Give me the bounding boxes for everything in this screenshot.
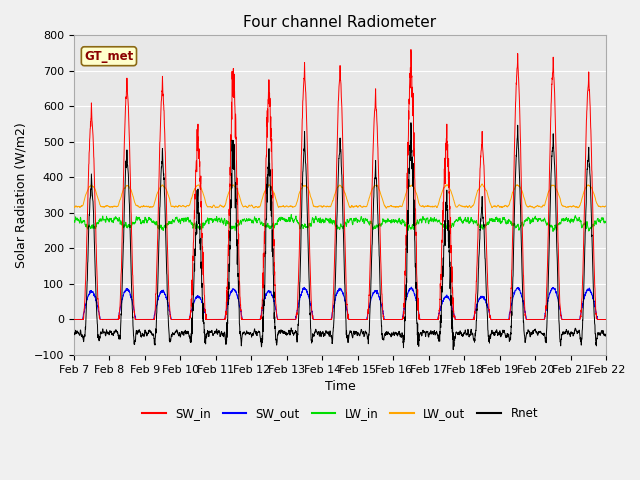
Y-axis label: Solar Radiation (W/m2): Solar Radiation (W/m2) [15,122,28,268]
X-axis label: Time: Time [324,380,355,393]
Legend: SW_in, SW_out, LW_in, LW_out, Rnet: SW_in, SW_out, LW_in, LW_out, Rnet [137,402,543,425]
Text: GT_met: GT_met [84,50,134,63]
Title: Four channel Radiometer: Four channel Radiometer [243,15,436,30]
